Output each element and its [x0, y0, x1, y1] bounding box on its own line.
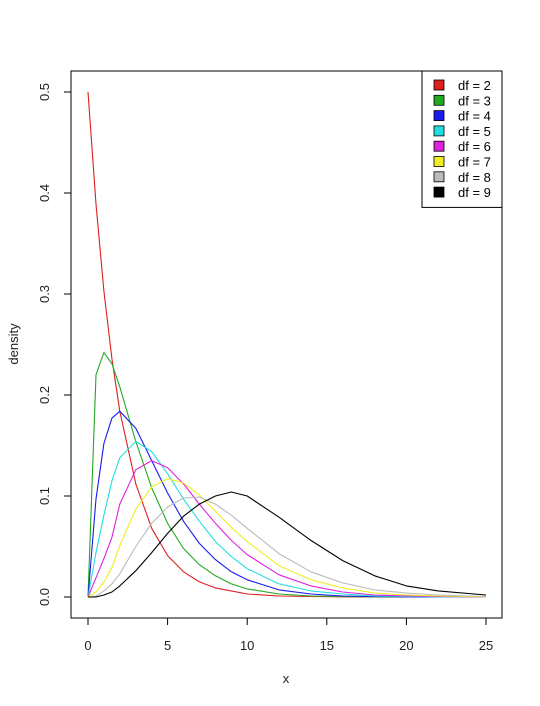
series-line-5	[87, 460, 487, 598]
legend-swatch	[433, 125, 445, 137]
x-tick-label: 15	[320, 638, 334, 653]
legend-label: df = 5	[458, 124, 491, 139]
legend-swatch	[433, 186, 445, 198]
x-tick-label: 5	[164, 638, 171, 653]
legend-label: df = 7	[458, 155, 491, 170]
series-line-6	[87, 478, 487, 598]
legend-box	[421, 70, 503, 208]
x-axis-label: x	[283, 671, 290, 686]
y-axis-label: density	[6, 323, 21, 365]
series-line-4	[87, 440, 487, 598]
x-tick-label: 0	[84, 638, 91, 653]
legend-label: df = 6	[458, 139, 491, 154]
legend-label: df = 2	[458, 78, 491, 93]
legend-label: df = 3	[458, 93, 491, 108]
legend-label: df = 4	[458, 109, 491, 124]
legend-swatch	[433, 79, 445, 91]
x-tick-label: 10	[240, 638, 254, 653]
y-tick-label: 0.4	[37, 184, 52, 202]
legend-swatch	[433, 171, 445, 183]
legend-label: df = 9	[458, 185, 491, 200]
legend-swatch	[433, 156, 445, 167]
legend-swatch	[433, 94, 445, 106]
legend-swatch	[433, 140, 445, 152]
x-tick-label: 25	[479, 638, 493, 653]
y-tick-label: 0.1	[37, 487, 52, 505]
legend-label: df = 8	[458, 170, 491, 185]
series-line-8	[88, 491, 487, 598]
series-layer	[87, 91, 487, 598]
y-tick-label: 0.2	[37, 386, 52, 404]
x-tick-label: 20	[399, 638, 413, 653]
legend: df = 2df = 3df = 4df = 5df = 6df = 7df =…	[421, 70, 503, 208]
y-tick-label: 0.5	[37, 83, 52, 101]
series-line-3	[87, 410, 487, 598]
y-axis: 0.0 0.1 0.2 0.3 0.4 0.5	[37, 83, 72, 606]
legend-swatch	[433, 110, 445, 121]
y-tick-label: 0.3	[37, 285, 52, 303]
y-tick-label: 0.0	[37, 588, 52, 606]
x-axis: 0 5 10 15 20 25	[84, 617, 493, 653]
